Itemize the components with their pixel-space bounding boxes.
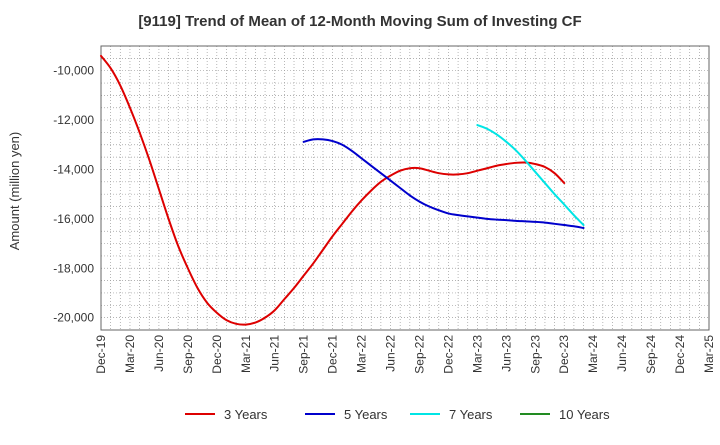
x-tick-label: Mar-23	[470, 335, 484, 373]
x-tick-label: Dec-21	[326, 335, 340, 374]
x-tick-label: Sep-22	[412, 335, 426, 374]
y-axis-label: Amount (million yen)	[7, 132, 22, 251]
legend-label: 7 Years	[449, 407, 493, 422]
series-lines	[100, 54, 585, 326]
plot-background	[101, 46, 709, 330]
x-tick-label: Dec-22	[441, 335, 455, 374]
legend-label: 10 Years	[559, 407, 610, 422]
x-tick-label: Sep-23	[528, 335, 542, 374]
x-tick-label: Jun-20	[152, 335, 166, 372]
series-line-3-years	[100, 54, 566, 326]
series-line-5-years	[302, 138, 585, 230]
x-tick-label: Dec-23	[557, 335, 571, 374]
legend: 3 Years 5 Years 7 Years 10 Years	[185, 407, 610, 422]
y-tick-label: -10,000	[53, 64, 94, 78]
legend-item-10-years: 10 Years	[520, 407, 610, 422]
y-tick-labels: -20,000 -18,000 -16,000 -14,000 -12,000 -10,0…	[53, 64, 94, 325]
chart-title: [9119] Trend of Mean of 12-Month Moving …	[138, 13, 581, 30]
y-tick-label: -12,000	[53, 113, 94, 127]
legend-label: 5 Years	[344, 407, 388, 422]
x-tick-label: Dec-24	[673, 335, 687, 374]
x-tick-label: Mar-22	[355, 335, 369, 373]
x-tick-label: Jun-24	[615, 335, 629, 372]
x-tick-label: Sep-21	[297, 335, 311, 374]
plot-area: -20,000 -18,000 -16,000 -14,000 -12,000 -10,0…	[53, 45, 716, 374]
x-tick-label: Mar-25	[702, 335, 716, 373]
x-tick-label: Jun-22	[384, 335, 398, 372]
x-tick-label: Mar-24	[586, 335, 600, 373]
x-tick-label: Sep-24	[644, 335, 658, 374]
plot-border	[100, 45, 710, 331]
y-tick-label: -14,000	[53, 162, 94, 176]
legend-item-5-years: 5 Years	[305, 407, 388, 422]
x-tick-label: Dec-19	[94, 335, 108, 374]
x-tick-label: Sep-20	[181, 335, 195, 374]
legend-label: 3 Years	[224, 407, 268, 422]
x-tick-labels: Dec-19 Mar-20 Jun-20 Sep-20 Dec-20 Mar-21 Jun-…	[94, 335, 716, 374]
y-tick-label: -18,000	[53, 261, 94, 275]
x-tick-label: Mar-20	[123, 335, 137, 373]
x-tick-label: Dec-20	[210, 335, 224, 374]
legend-item-7-years: 7 Years	[410, 407, 493, 422]
x-tick-label: Mar-21	[239, 335, 253, 373]
series-line-7-years	[476, 124, 585, 227]
x-tick-label: Jun-21	[268, 335, 282, 372]
y-tick-label: -16,000	[53, 212, 94, 226]
y-tick-label: -20,000	[53, 311, 94, 325]
x-tick-label: Jun-23	[499, 335, 513, 372]
legend-item-3-years: 3 Years	[185, 407, 268, 422]
